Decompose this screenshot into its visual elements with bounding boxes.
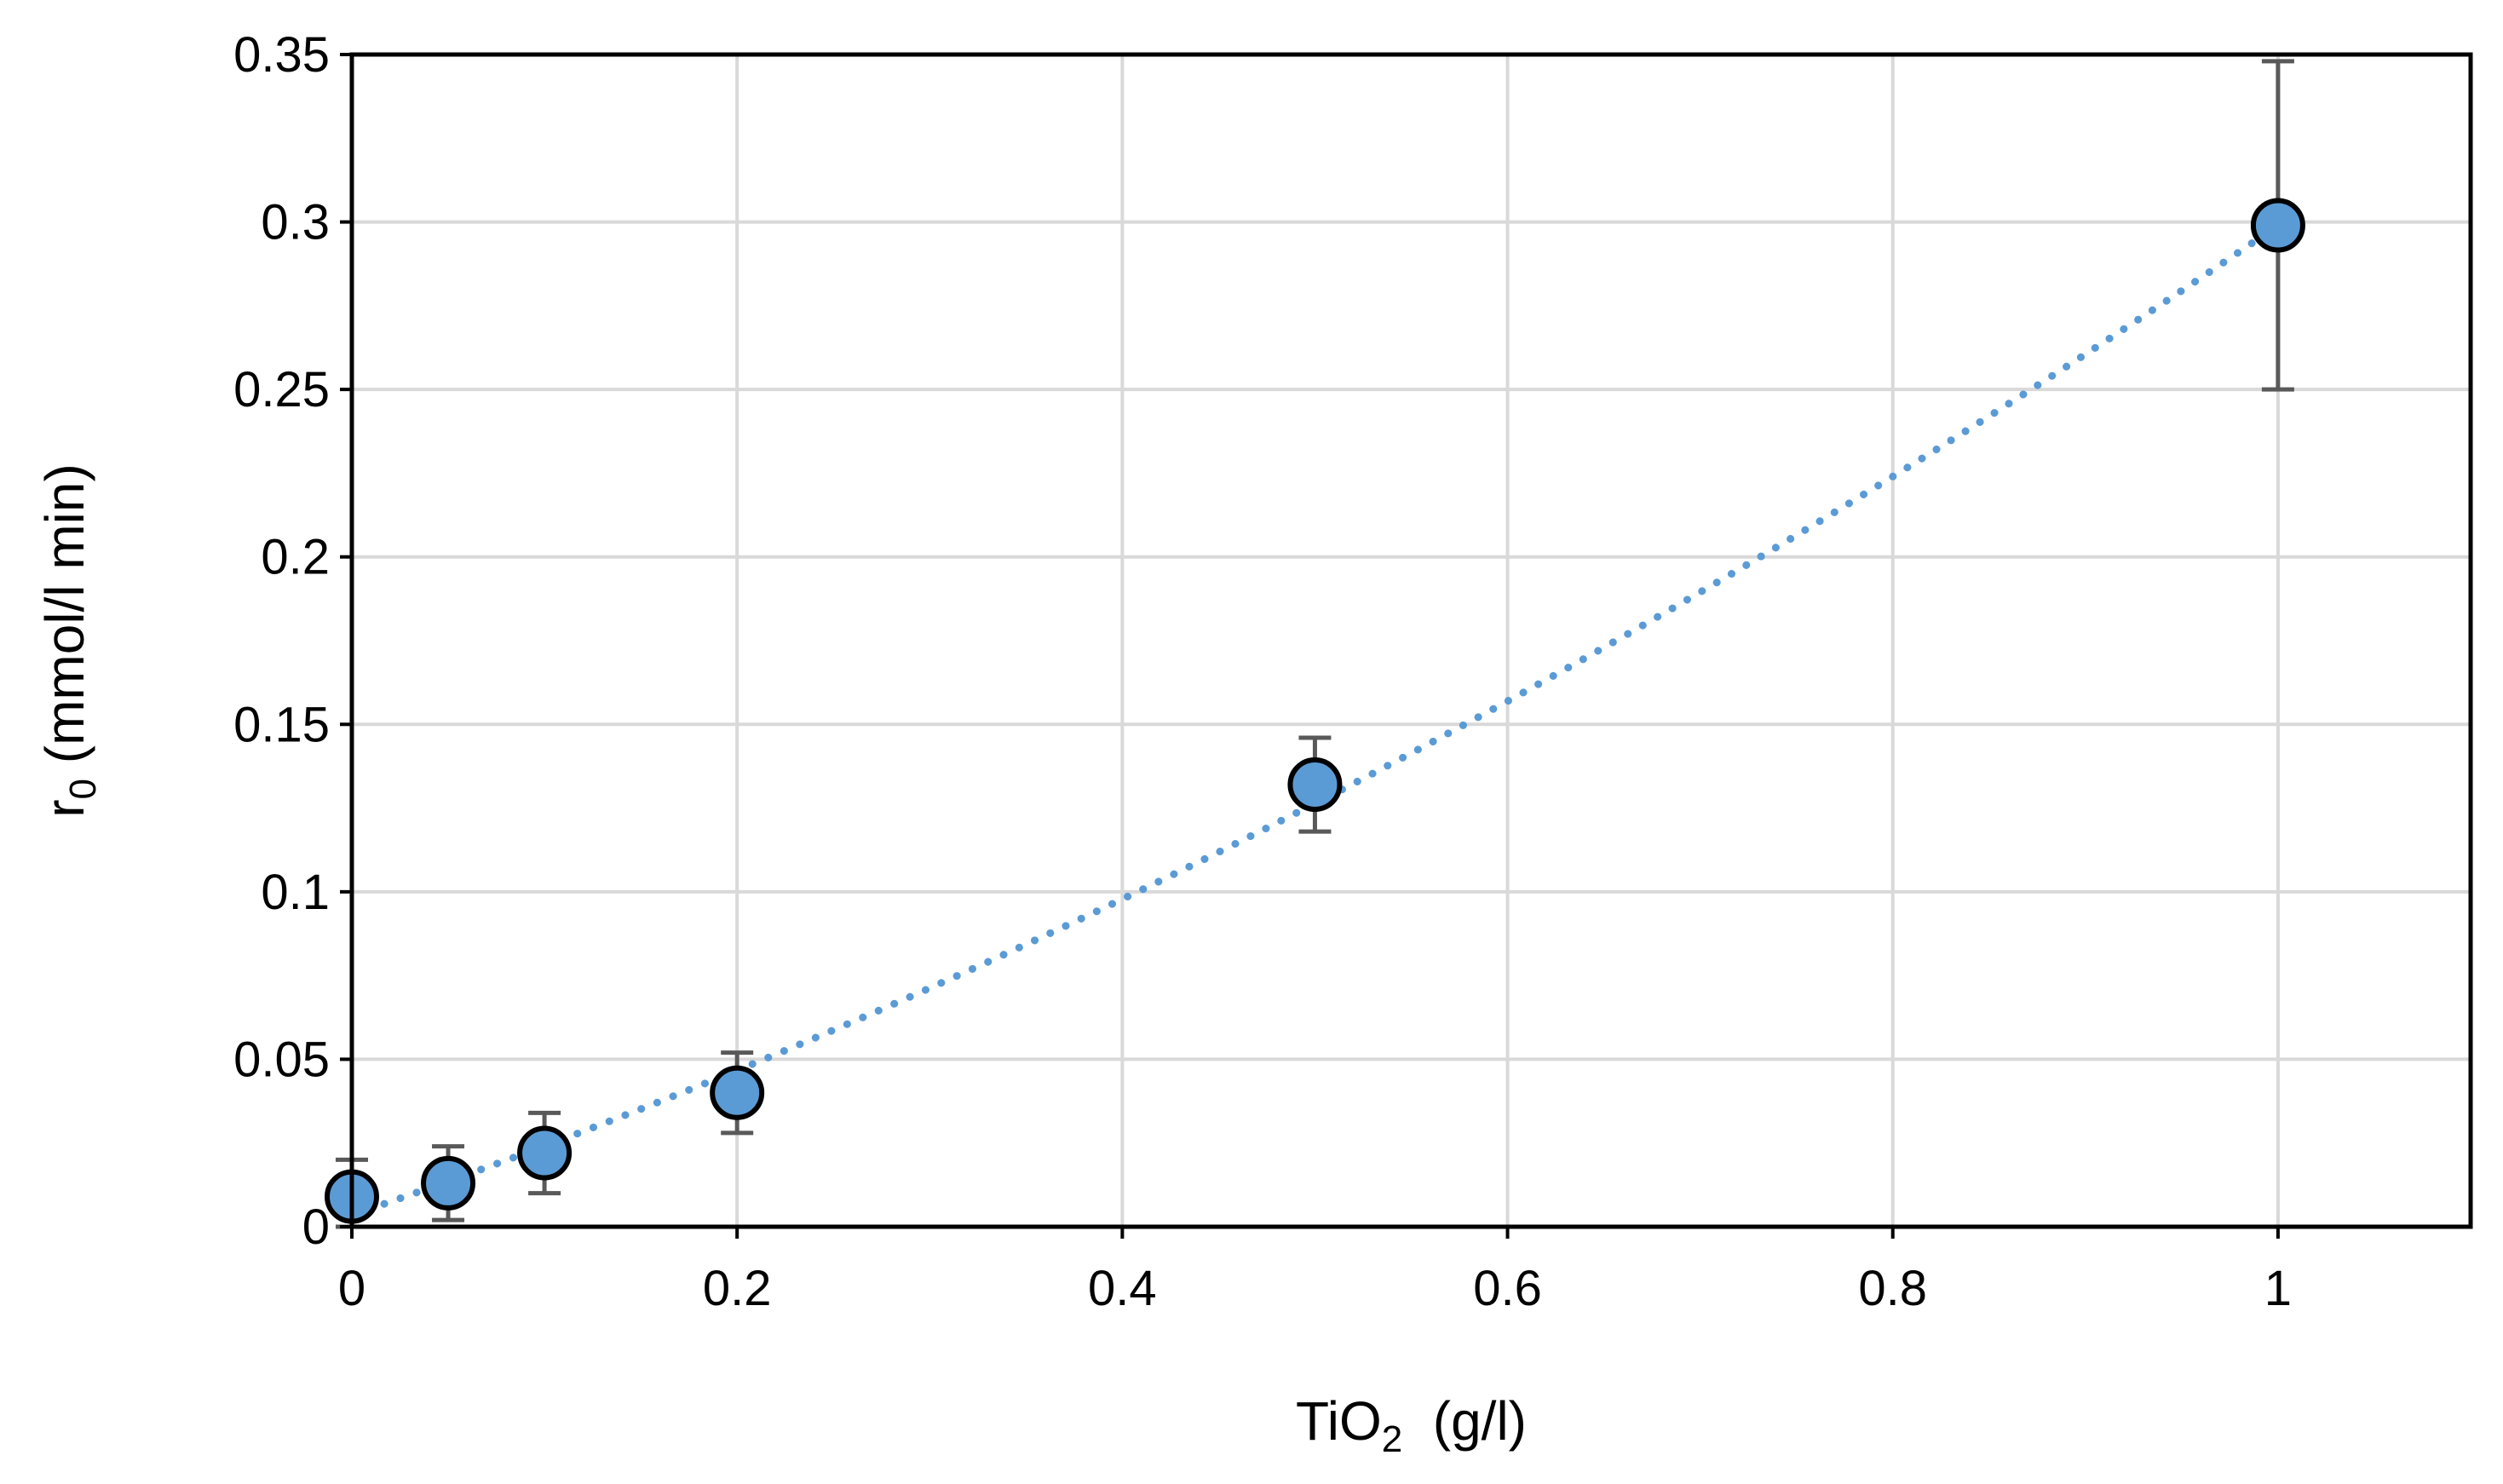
y-tick-label: 0 xyxy=(302,1199,330,1255)
y-tick-label: 0.2 xyxy=(261,530,330,585)
y-tick-label: 0.35 xyxy=(233,27,330,83)
x-tick-label: 0 xyxy=(338,1261,365,1316)
y-tick-label: 0.25 xyxy=(233,362,330,417)
errorbars-layer xyxy=(336,59,2294,1229)
x-axis-title-sub: 2 xyxy=(1382,1418,1402,1460)
y-axis-title-rest: (mmol/l min) xyxy=(34,463,95,779)
x-tick-labels: 0 0.2 0.4 0.6 0.8 1 xyxy=(338,1227,2292,1316)
y-tick-label: 0.1 xyxy=(261,865,330,920)
data-point xyxy=(421,1155,476,1211)
y-axis-title-base: r xyxy=(34,799,95,817)
data-point xyxy=(710,1065,765,1120)
plot-frame xyxy=(349,52,2473,1229)
y-axis-title-sub: 0 xyxy=(62,779,104,799)
x-tick-label: 0.8 xyxy=(1858,1261,1927,1316)
data-point xyxy=(517,1125,573,1181)
y-tick-label: 0.15 xyxy=(233,697,330,752)
data-point xyxy=(1287,757,1343,813)
x-tick-label: 0.4 xyxy=(1088,1261,1157,1316)
y-tick-label: 0.3 xyxy=(261,195,330,250)
x-tick-label: 0.6 xyxy=(1473,1261,1542,1316)
data-point xyxy=(2250,198,2305,253)
y-axis-title: r0 (mmol/l min) xyxy=(34,463,104,818)
y-tick-label: 0.05 xyxy=(233,1032,330,1087)
trendline-layer xyxy=(348,221,2282,1219)
x-axis-title: TiO2 (g/l) xyxy=(1296,1390,1527,1460)
x-axis-title-base: TiO xyxy=(1296,1390,1382,1452)
x-axis-title-rest: (g/l) xyxy=(1402,1390,1527,1452)
y-tick-labels: 0 0.05 0.1 0.15 0.2 0.25 0.3 0.35 xyxy=(233,27,352,1255)
points-layer xyxy=(325,198,2305,1224)
trendline xyxy=(348,221,2282,1219)
x-tick-label: 1 xyxy=(2264,1261,2292,1316)
x-tick-label: 0.2 xyxy=(703,1261,772,1316)
grid xyxy=(350,53,2471,1228)
